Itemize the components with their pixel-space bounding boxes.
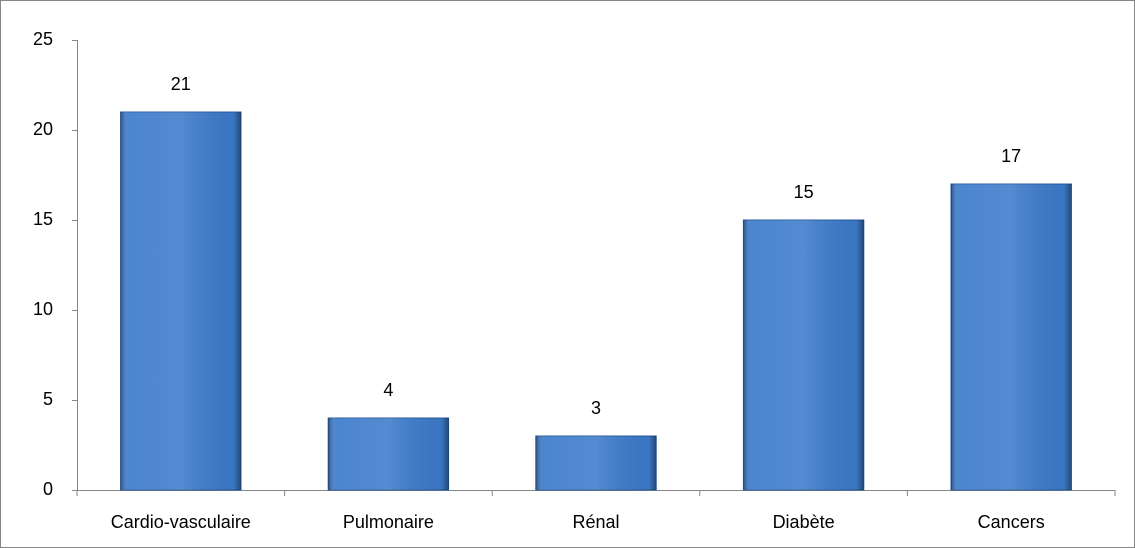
y-tick-label: 25: [33, 29, 53, 49]
x-tick-label: Cancers: [978, 512, 1045, 532]
x-tick-label: Pulmonaire: [343, 512, 434, 532]
data-label: 21: [171, 74, 191, 94]
data-label: 17: [1001, 146, 1021, 166]
bar-shading: [120, 112, 242, 490]
x-tick-label: Cardio-vasculaire: [111, 512, 251, 532]
data-label: 3: [591, 398, 601, 418]
data-label: 4: [383, 380, 393, 400]
y-tick-label: 15: [33, 209, 53, 229]
x-tick-label: Rénal: [572, 512, 619, 532]
y-tick-label: 20: [33, 119, 53, 139]
bar-shading: [950, 184, 1072, 490]
bar-shading: [328, 418, 449, 490]
bar-shading: [743, 220, 864, 490]
y-tick-label: 5: [43, 389, 53, 409]
x-tick-label: Diabète: [773, 512, 835, 532]
y-tick-label: 0: [43, 479, 53, 499]
data-label: 15: [794, 182, 814, 202]
y-tick-label: 10: [33, 299, 53, 319]
bar-shading: [535, 436, 657, 490]
